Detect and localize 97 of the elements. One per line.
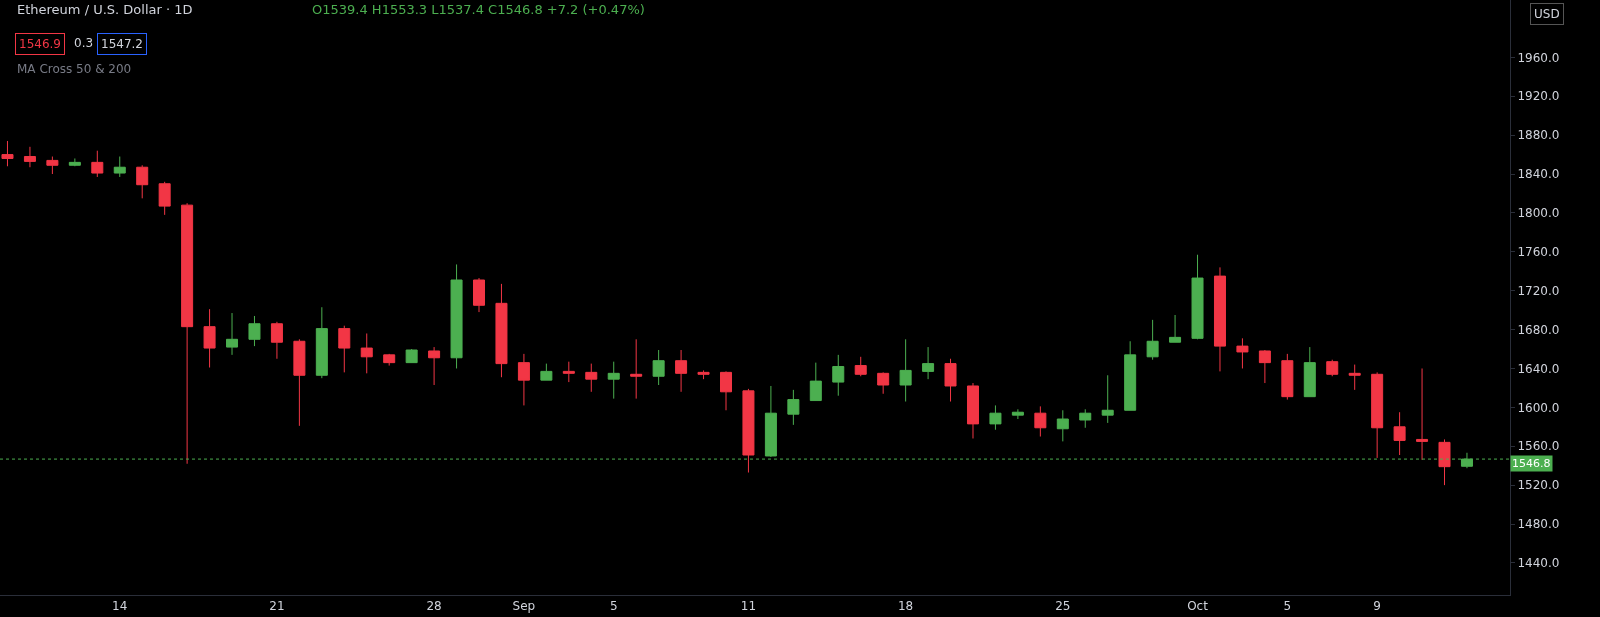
- candlestick: [293, 338, 306, 427]
- candlestick: [675, 349, 688, 393]
- candlestick: [113, 156, 126, 178]
- candlestick: [360, 332, 373, 374]
- x-tick-label: 11: [740, 599, 757, 614]
- candlestick: [854, 356, 867, 377]
- ref-line-label: 1546.8: [1512, 457, 1551, 470]
- candlestick: [1281, 353, 1294, 401]
- candlestick: [517, 353, 530, 406]
- candlestick: [1393, 411, 1406, 456]
- candlestick: [1011, 408, 1024, 420]
- candlestick: [877, 371, 890, 395]
- y-tick-label: 1440.0: [1517, 556, 1560, 571]
- y-tick-label: 1560.0: [1517, 439, 1560, 454]
- y-tick-label: 1840.0: [1517, 167, 1560, 182]
- candlestick: [226, 312, 239, 356]
- candlestick: [540, 363, 553, 381]
- candlestick: [46, 156, 59, 175]
- x-tick-label: 28: [426, 599, 442, 614]
- candlestick: [607, 361, 620, 400]
- candlestick: [1326, 359, 1339, 377]
- candlestick: [966, 382, 979, 439]
- candlestick: [1056, 409, 1069, 442]
- candlestick: [473, 277, 486, 313]
- y-tick-label: 1640.0: [1517, 361, 1560, 376]
- candlestick: [1101, 374, 1114, 424]
- candlestick: [1034, 405, 1047, 438]
- candlestick: [450, 263, 463, 369]
- candlestick: [158, 181, 171, 216]
- candlestick: [1258, 349, 1271, 384]
- candlestick: [1416, 367, 1429, 461]
- candlestick: [1348, 364, 1361, 391]
- y-tick-label: 1720.0: [1517, 283, 1560, 298]
- x-tick-label: 18: [897, 599, 914, 614]
- candlestick: [1236, 337, 1249, 369]
- text: USD: [1534, 7, 1560, 21]
- y-tick-label: 1760.0: [1517, 245, 1560, 260]
- candlestick: [922, 346, 935, 380]
- candlestick: [1303, 346, 1316, 398]
- candlestick: [270, 321, 283, 360]
- candlestick: [1169, 314, 1182, 343]
- y-tick-label: 1880.0: [1517, 128, 1560, 143]
- candlestick: [832, 354, 845, 397]
- candlestick: [1191, 254, 1204, 340]
- y-tick-label: 1520.0: [1517, 478, 1560, 493]
- candlestick: [1371, 371, 1384, 459]
- y-tick-label: 1600.0: [1517, 400, 1560, 415]
- candlestick: [652, 349, 665, 386]
- candlestick: [91, 150, 104, 178]
- annotation: 1546.9: [19, 37, 61, 51]
- candlestick: [899, 338, 912, 403]
- candlestick: [585, 363, 598, 393]
- candlestick: [944, 358, 957, 403]
- annotation: 1547.2: [101, 37, 143, 51]
- x-tick-label: 14: [112, 599, 128, 614]
- candlestick: [1124, 340, 1137, 411]
- candlestick: [787, 389, 800, 426]
- x-tick-label: 5: [609, 599, 618, 614]
- x-tick-label: 5: [1283, 599, 1292, 614]
- candlestick: [697, 369, 710, 380]
- x-tick-label: Sep: [512, 599, 536, 614]
- candlestick: [989, 404, 1002, 431]
- x-tick-label: 25: [1055, 599, 1071, 614]
- candlestick: [630, 338, 643, 400]
- x-tick-label: 9: [1373, 599, 1381, 614]
- candlestick: [181, 202, 194, 465]
- annotation: MA Cross 50 & 200: [17, 62, 132, 76]
- candlestick: [428, 346, 441, 386]
- candlestick: [203, 308, 216, 368]
- candlestick: [383, 353, 396, 367]
- candlestick: [562, 361, 575, 383]
- x-tick-label: Oct: [1187, 599, 1209, 614]
- chart-title: Ethereum / U.S. Dollar · 1D: [17, 2, 193, 17]
- y-tick-label: 1800.0: [1517, 206, 1560, 221]
- candlestick: [1, 140, 14, 167]
- candlestick: [405, 348, 418, 364]
- candlestick: [338, 325, 351, 373]
- candlestick: [1213, 266, 1226, 372]
- x-tick-label: 21: [269, 599, 285, 614]
- chart-subtitle: O1539.4 H1553.3 L1537.4 C1546.8 +7.2 (+0.47%): [312, 2, 645, 17]
- candlestick: [136, 164, 149, 199]
- candlestick: [23, 146, 36, 168]
- y-tick-label: 1480.0: [1517, 517, 1560, 532]
- candlestick: [1146, 319, 1159, 361]
- candlestick: [809, 362, 822, 402]
- candlestick: [248, 315, 261, 347]
- candlestick: [742, 388, 755, 473]
- candlestick: [68, 157, 81, 167]
- y-tick-label: 1920.0: [1517, 89, 1560, 104]
- candlestick: [720, 370, 732, 411]
- candlestick: [1438, 438, 1451, 486]
- candlestick: [315, 306, 328, 379]
- y-tick-label: 1680.0: [1517, 322, 1560, 337]
- candlestick: [1079, 408, 1092, 429]
- annotation: 0.3: [74, 36, 94, 50]
- candlestick: [495, 283, 508, 378]
- y-tick-label: 1960.0: [1517, 50, 1560, 65]
